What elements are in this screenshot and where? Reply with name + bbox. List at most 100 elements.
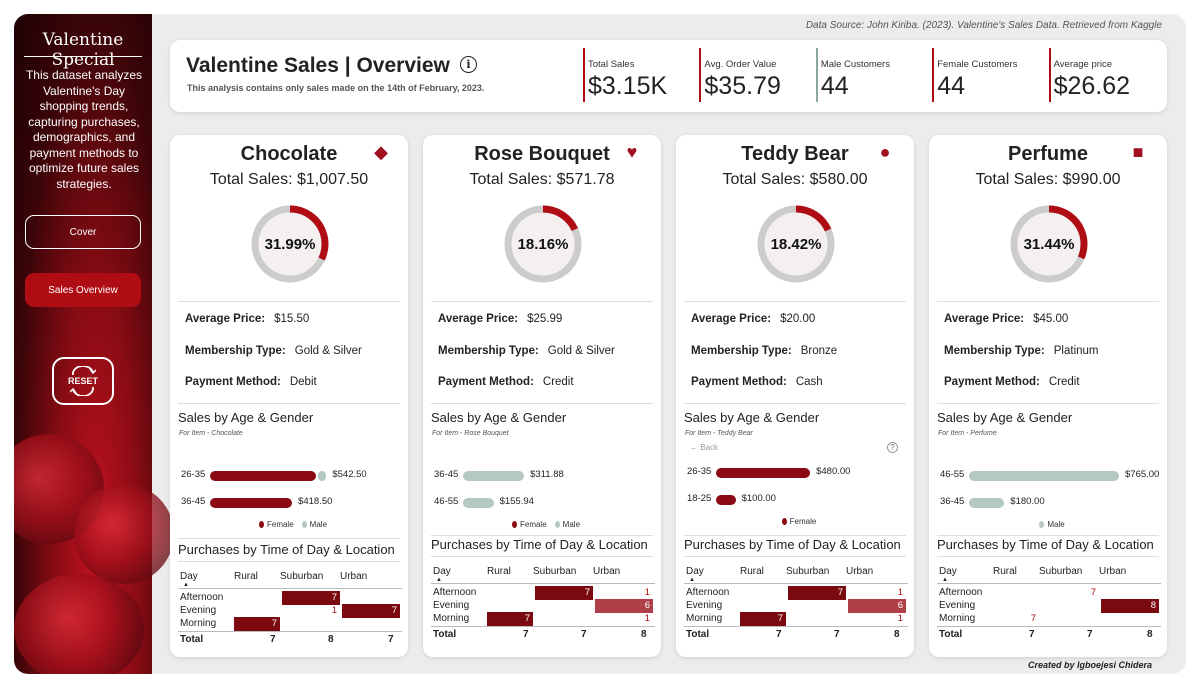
- matrix-cell[interactable]: 7: [282, 591, 340, 605]
- matrix-cell[interactable]: [487, 599, 533, 613]
- matrix-cell[interactable]: [342, 591, 400, 605]
- male-bar[interactable]: [463, 471, 525, 481]
- matrix-cell[interactable]: [1041, 612, 1099, 626]
- back-button[interactable]: ← Back: [690, 443, 718, 452]
- matrix-cell[interactable]: 1: [897, 587, 903, 598]
- sales-overview-button[interactable]: Sales Overview: [25, 273, 141, 307]
- matrix-cell[interactable]: [1101, 586, 1159, 600]
- matrix-cell[interactable]: [535, 599, 593, 613]
- male-bar[interactable]: [969, 471, 1119, 481]
- male-bar[interactable]: [463, 498, 494, 508]
- help-icon[interactable]: ?: [887, 442, 898, 453]
- matrix-cell[interactable]: 1: [897, 613, 903, 624]
- kpi-value: 44: [937, 72, 966, 100]
- matrix-cell[interactable]: 7: [342, 604, 400, 618]
- divider: [937, 535, 1159, 536]
- rose-heart-icon: ♥: [626, 142, 638, 162]
- afternoon-row-label: Afternoon: [180, 592, 224, 603]
- matrix-cell[interactable]: [993, 586, 1039, 600]
- matrix-cell[interactable]: [234, 604, 280, 618]
- matrix-cell[interactable]: [740, 599, 786, 613]
- age-bar-row: 36-45 $311.88: [431, 469, 655, 482]
- matrix-cell[interactable]: 6: [595, 599, 653, 613]
- share-donut: 31.99%: [249, 203, 331, 285]
- matrix-cell[interactable]: 7: [788, 586, 846, 600]
- male-bar[interactable]: [318, 471, 327, 481]
- matrix-cell[interactable]: 7: [535, 586, 593, 600]
- cover-button[interactable]: Cover: [25, 215, 141, 249]
- matrix-cell[interactable]: 6: [848, 599, 906, 613]
- female-bar[interactable]: [716, 468, 811, 478]
- matrix-cell[interactable]: [993, 599, 1039, 613]
- average-price-row: Average Price: $20.00: [691, 313, 815, 325]
- reset-label: RESET: [67, 376, 98, 386]
- morning-row-label: Morning: [686, 613, 723, 624]
- sort-ascending-icon[interactable]: ▲: [942, 577, 948, 583]
- matrix-cell[interactable]: [788, 599, 846, 613]
- matrix-cell[interactable]: 1: [331, 605, 337, 616]
- rural-column-header: Rural: [740, 566, 764, 577]
- kpi-accent-bar: [1048, 48, 1051, 102]
- age-bar-value: $418.50: [298, 496, 333, 507]
- purchases-by-time-title: Purchases by Time of Day & Location: [178, 542, 395, 557]
- membership-type-label: Membership Type:: [438, 345, 539, 357]
- payment-method-label: Payment Method:: [944, 376, 1040, 388]
- donut-chart: [251, 205, 329, 283]
- matrix-cell[interactable]: 7: [1030, 613, 1036, 624]
- matrix-cell[interactable]: [535, 612, 593, 626]
- sort-ascending-icon[interactable]: ▲: [436, 577, 442, 583]
- sidebar-divider: [24, 56, 142, 57]
- afternoon-row-label: Afternoon: [939, 587, 983, 598]
- matrix-cell[interactable]: [234, 591, 280, 605]
- matrix-cell[interactable]: 7: [234, 617, 280, 631]
- female-bar[interactable]: [210, 498, 293, 508]
- day-column-header[interactable]: Day: [939, 566, 957, 577]
- chart-filter-note: For Item - Chocolate: [179, 430, 243, 437]
- matrix-cell[interactable]: 7: [487, 612, 533, 626]
- card-total-sales: Total Sales: $571.78: [423, 171, 661, 189]
- matrix-cell[interactable]: 1: [644, 587, 650, 598]
- donut-share-arc: [1010, 205, 1088, 283]
- matrix-cell[interactable]: [740, 586, 786, 600]
- day-column-header[interactable]: Day: [686, 566, 704, 577]
- day-column-header[interactable]: Day: [433, 566, 451, 577]
- female-bar[interactable]: [716, 495, 736, 505]
- payment-method-row: Payment Method: Credit: [944, 376, 1080, 388]
- divider: [684, 403, 906, 404]
- matrix-cell[interactable]: [487, 586, 533, 600]
- total-value: 7: [523, 629, 529, 640]
- divider: [937, 403, 1159, 404]
- donut-share-arc: [504, 205, 582, 283]
- chart-legend: Male: [929, 520, 1167, 529]
- average-price-value: $45.00: [1033, 313, 1069, 325]
- male-bar[interactable]: [969, 498, 1005, 508]
- matrix-cell[interactable]: 7: [740, 612, 786, 626]
- matrix-cell[interactable]: [1041, 599, 1099, 613]
- card-total-sales: Total Sales: $580.00: [676, 171, 914, 189]
- average-price-row: Average Price: $45.00: [944, 313, 1068, 325]
- info-icon[interactable]: i: [460, 56, 477, 73]
- membership-type-label: Membership Type:: [185, 345, 286, 357]
- female-bar[interactable]: [210, 471, 317, 481]
- day-column-header[interactable]: Day: [180, 571, 198, 582]
- kpi-accent-bar: [699, 48, 702, 102]
- matrix-cell[interactable]: 7: [1090, 587, 1096, 598]
- matrix-cell[interactable]: [788, 612, 846, 626]
- matrix-cell[interactable]: 1: [644, 613, 650, 624]
- reset-button[interactable]: RESET: [52, 357, 114, 405]
- urban-column-header: Urban: [1099, 566, 1127, 577]
- afternoon-row-label: Afternoon: [433, 587, 477, 598]
- matrix-cell[interactable]: [1101, 612, 1159, 626]
- age-bar-value: $765.00: [1125, 469, 1160, 480]
- kpi-label: Total Sales: [588, 59, 635, 70]
- sort-ascending-icon[interactable]: ▲: [689, 577, 695, 583]
- divider: [937, 301, 1159, 302]
- rural-column-header: Rural: [993, 566, 1017, 577]
- sort-ascending-icon[interactable]: ▲: [183, 582, 189, 588]
- total-sales-label: Total Sales:: [209, 171, 293, 188]
- matrix-cell[interactable]: 8: [1101, 599, 1159, 613]
- matrix-cell[interactable]: [282, 617, 340, 631]
- teddy-bear-icon: ●: [879, 142, 891, 162]
- matrix-cell[interactable]: [342, 617, 400, 631]
- kpi-male-customers: Male Customers 44: [813, 44, 929, 106]
